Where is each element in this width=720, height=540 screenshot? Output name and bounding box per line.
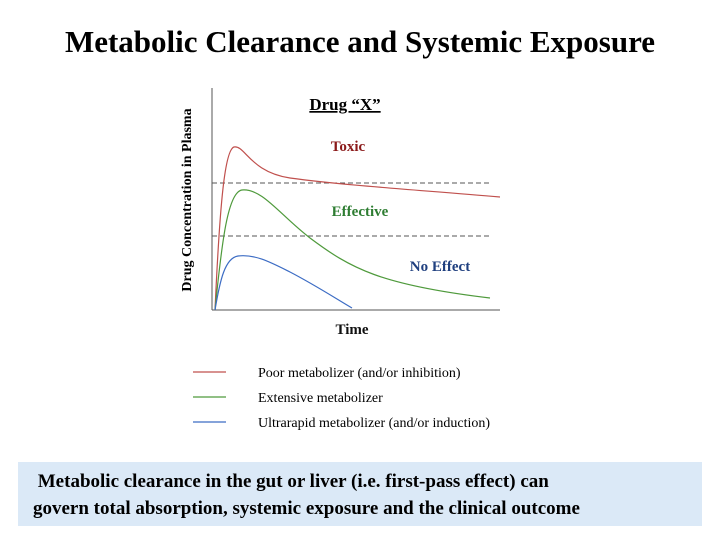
zone-label: Effective (332, 204, 389, 220)
curve (214, 189, 491, 311)
zone-label: Toxic (331, 139, 366, 155)
footnote-line: Metabolic clearance in the gut or liver … (33, 471, 549, 492)
zone-label: No Effect (410, 259, 470, 275)
chart-title: Drug “X” (309, 95, 380, 114)
legend-label: Extensive metabolizer (258, 391, 383, 406)
curve (214, 255, 353, 311)
x-axis-label: Time (335, 322, 368, 338)
legend-label: Poor metabolizer (and/or inhibition) (258, 366, 461, 381)
y-axis-label: Drug Concentration in Plasma (180, 108, 195, 291)
slide-title: Metabolic Clearance and Systemic Exposur… (65, 24, 655, 59)
footnote-line: govern total absorption, systemic exposu… (33, 498, 580, 519)
legend: Poor metabolizer (and/or inhibition) Exte… (193, 366, 490, 431)
curve (214, 146, 501, 311)
footnote-box (18, 462, 702, 526)
legend-label: Ultrarapid metabolizer (and/or induction… (258, 416, 490, 431)
